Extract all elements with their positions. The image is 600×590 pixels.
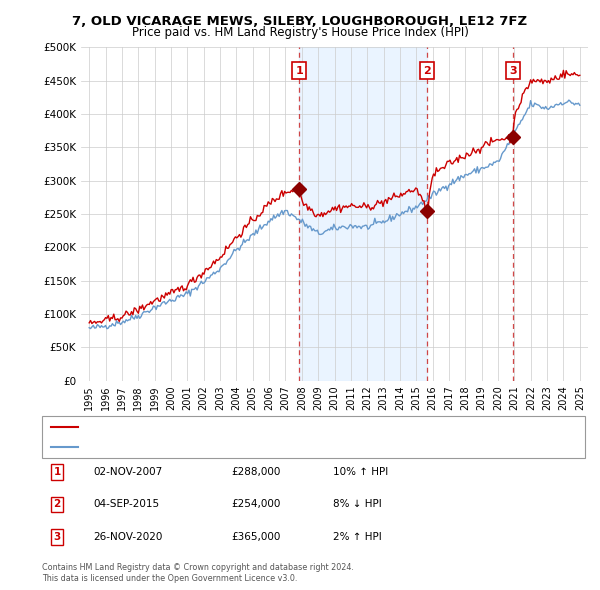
Text: 02-NOV-2007: 02-NOV-2007 xyxy=(93,467,162,477)
Text: 2% ↑ HPI: 2% ↑ HPI xyxy=(333,532,382,542)
Text: £365,000: £365,000 xyxy=(231,532,280,542)
Text: 1: 1 xyxy=(53,467,61,477)
Text: £288,000: £288,000 xyxy=(231,467,280,477)
Text: 3: 3 xyxy=(53,532,61,542)
Text: 2: 2 xyxy=(53,500,61,509)
Text: 2: 2 xyxy=(424,65,431,76)
Text: Contains HM Land Registry data © Crown copyright and database right 2024.: Contains HM Land Registry data © Crown c… xyxy=(42,563,354,572)
Text: 8% ↓ HPI: 8% ↓ HPI xyxy=(333,500,382,509)
Text: This data is licensed under the Open Government Licence v3.0.: This data is licensed under the Open Gov… xyxy=(42,574,298,583)
Text: £254,000: £254,000 xyxy=(231,500,280,509)
Text: 04-SEP-2015: 04-SEP-2015 xyxy=(93,500,159,509)
Text: HPI: Average price, detached house, Charnwood: HPI: Average price, detached house, Char… xyxy=(84,442,314,451)
Text: 10% ↑ HPI: 10% ↑ HPI xyxy=(333,467,388,477)
Text: 7, OLD VICARAGE MEWS, SILEBY, LOUGHBOROUGH, LE12 7FZ: 7, OLD VICARAGE MEWS, SILEBY, LOUGHBOROU… xyxy=(73,15,527,28)
Text: 26-NOV-2020: 26-NOV-2020 xyxy=(93,532,163,542)
Text: 3: 3 xyxy=(509,65,517,76)
Text: Price paid vs. HM Land Registry's House Price Index (HPI): Price paid vs. HM Land Registry's House … xyxy=(131,26,469,39)
Text: 1: 1 xyxy=(295,65,303,76)
Text: 7, OLD VICARAGE MEWS, SILEBY, LOUGHBOROUGH, LE12 7FZ (detached house): 7, OLD VICARAGE MEWS, SILEBY, LOUGHBOROU… xyxy=(84,422,462,431)
Bar xyxy=(299,47,427,381)
